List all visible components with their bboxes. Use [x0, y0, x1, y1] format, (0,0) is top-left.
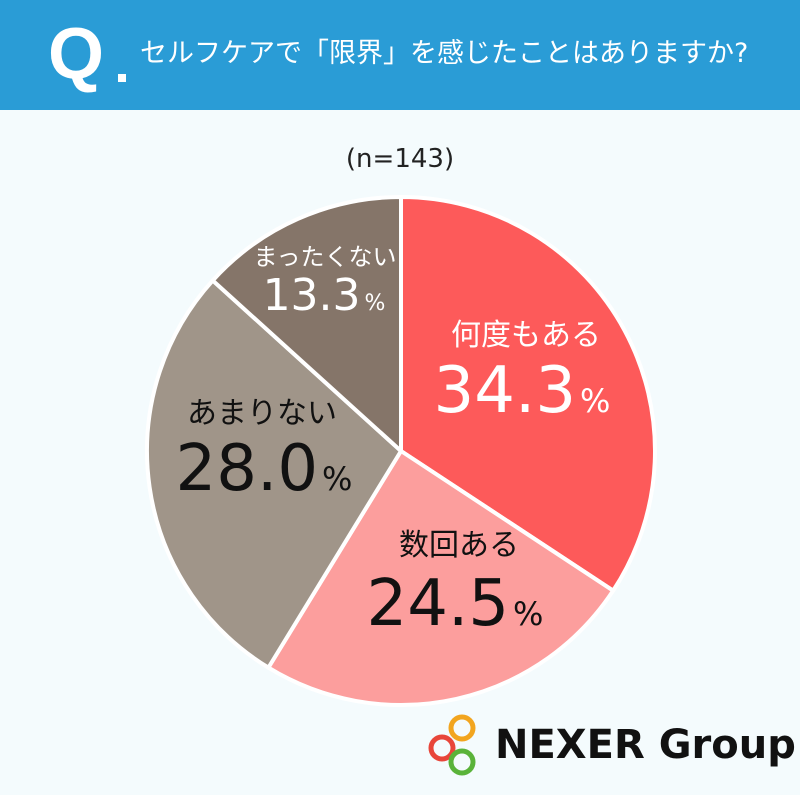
slice-label: まったくない [253, 243, 396, 271]
logo-rings-icon [428, 714, 476, 776]
slice-label: あまりない [187, 396, 337, 431]
slice-label: 数回ある [399, 528, 519, 563]
slice-value: 34.3% [434, 354, 611, 428]
q-mark: Q [48, 14, 105, 94]
slice-value-unit: % [513, 595, 543, 633]
slice-value-number: 13.3 [263, 270, 361, 321]
nexer-group-logo: NEXER Group [428, 712, 796, 778]
slice-value-number: 28.0 [176, 432, 319, 506]
q-dot [118, 74, 126, 82]
logo-ring [448, 748, 476, 776]
slice-label: 何度もある [451, 318, 601, 353]
pie-slice [266, 449, 616, 707]
slice-value-number: 34.3 [434, 354, 577, 428]
slice-value: 28.0% [176, 432, 353, 506]
slice-value-unit: % [580, 382, 610, 420]
pie-slice [210, 195, 403, 453]
slice-value-unit: % [365, 291, 386, 316]
slice-value: 13.3% [263, 270, 386, 321]
pie-slice [145, 278, 403, 670]
question-header: Q セルフケアで「限界」を感じたことはありますか? [0, 0, 800, 110]
logo-text: NEXER Group [495, 722, 796, 768]
sample-size: (n=143) [345, 144, 455, 174]
slice-value: 24.5% [367, 567, 544, 641]
logo-ring [448, 714, 476, 742]
slice-value-number: 24.5 [367, 567, 510, 641]
question-text: セルフケアで「限界」を感じたことはありますか? [140, 38, 749, 69]
slice-value-unit: % [322, 460, 352, 498]
logo-ring [428, 734, 456, 762]
